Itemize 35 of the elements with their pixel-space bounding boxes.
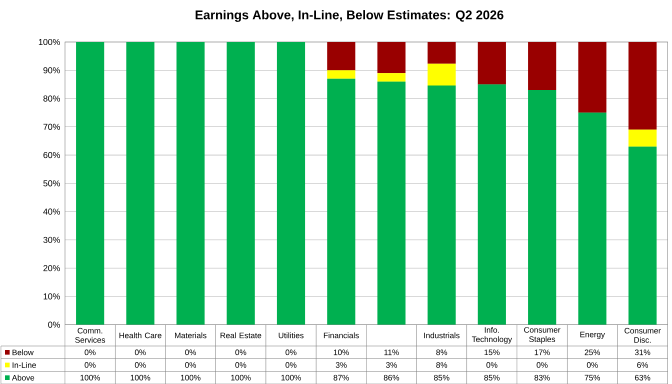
y-tick-label: 70% [43, 124, 60, 130]
bar [578, 112, 606, 325]
bar [226, 42, 255, 325]
y-tick-label: 30% [43, 236, 60, 243]
bar [628, 130, 657, 146]
y-tick-label: 0% [48, 321, 60, 328]
y-tick-label: 90% [43, 67, 60, 74]
y-tick-label: 80% [43, 95, 60, 102]
bar [126, 42, 154, 325]
bar [528, 90, 556, 325]
bar [478, 84, 506, 325]
bar [176, 42, 205, 325]
bar [628, 146, 657, 325]
y-tick-label: 100% [38, 38, 60, 45]
y-tick-label: 20% [43, 264, 60, 272]
bar [377, 72, 406, 82]
bar [528, 42, 556, 90]
y-tick-label: 50% [43, 180, 60, 186]
bar [628, 42, 657, 130]
bar [428, 64, 456, 86]
bar [377, 81, 406, 325]
bar [578, 42, 606, 113]
bar [76, 42, 104, 325]
y-tick-label: 10% [44, 293, 60, 300]
bar [327, 42, 356, 70]
bar [377, 42, 406, 73]
y-tick-label: 40% [43, 208, 60, 215]
bar [478, 42, 506, 84]
bar [327, 70, 356, 79]
bar [428, 85, 456, 325]
chart-title: Earnings Above, In-Line, Below Estimates: Q2 2026 [196, 10, 504, 22]
bar [428, 42, 456, 64]
bar [327, 78, 356, 325]
y-tick-label: 60% [43, 152, 60, 158]
bar [276, 42, 306, 325]
